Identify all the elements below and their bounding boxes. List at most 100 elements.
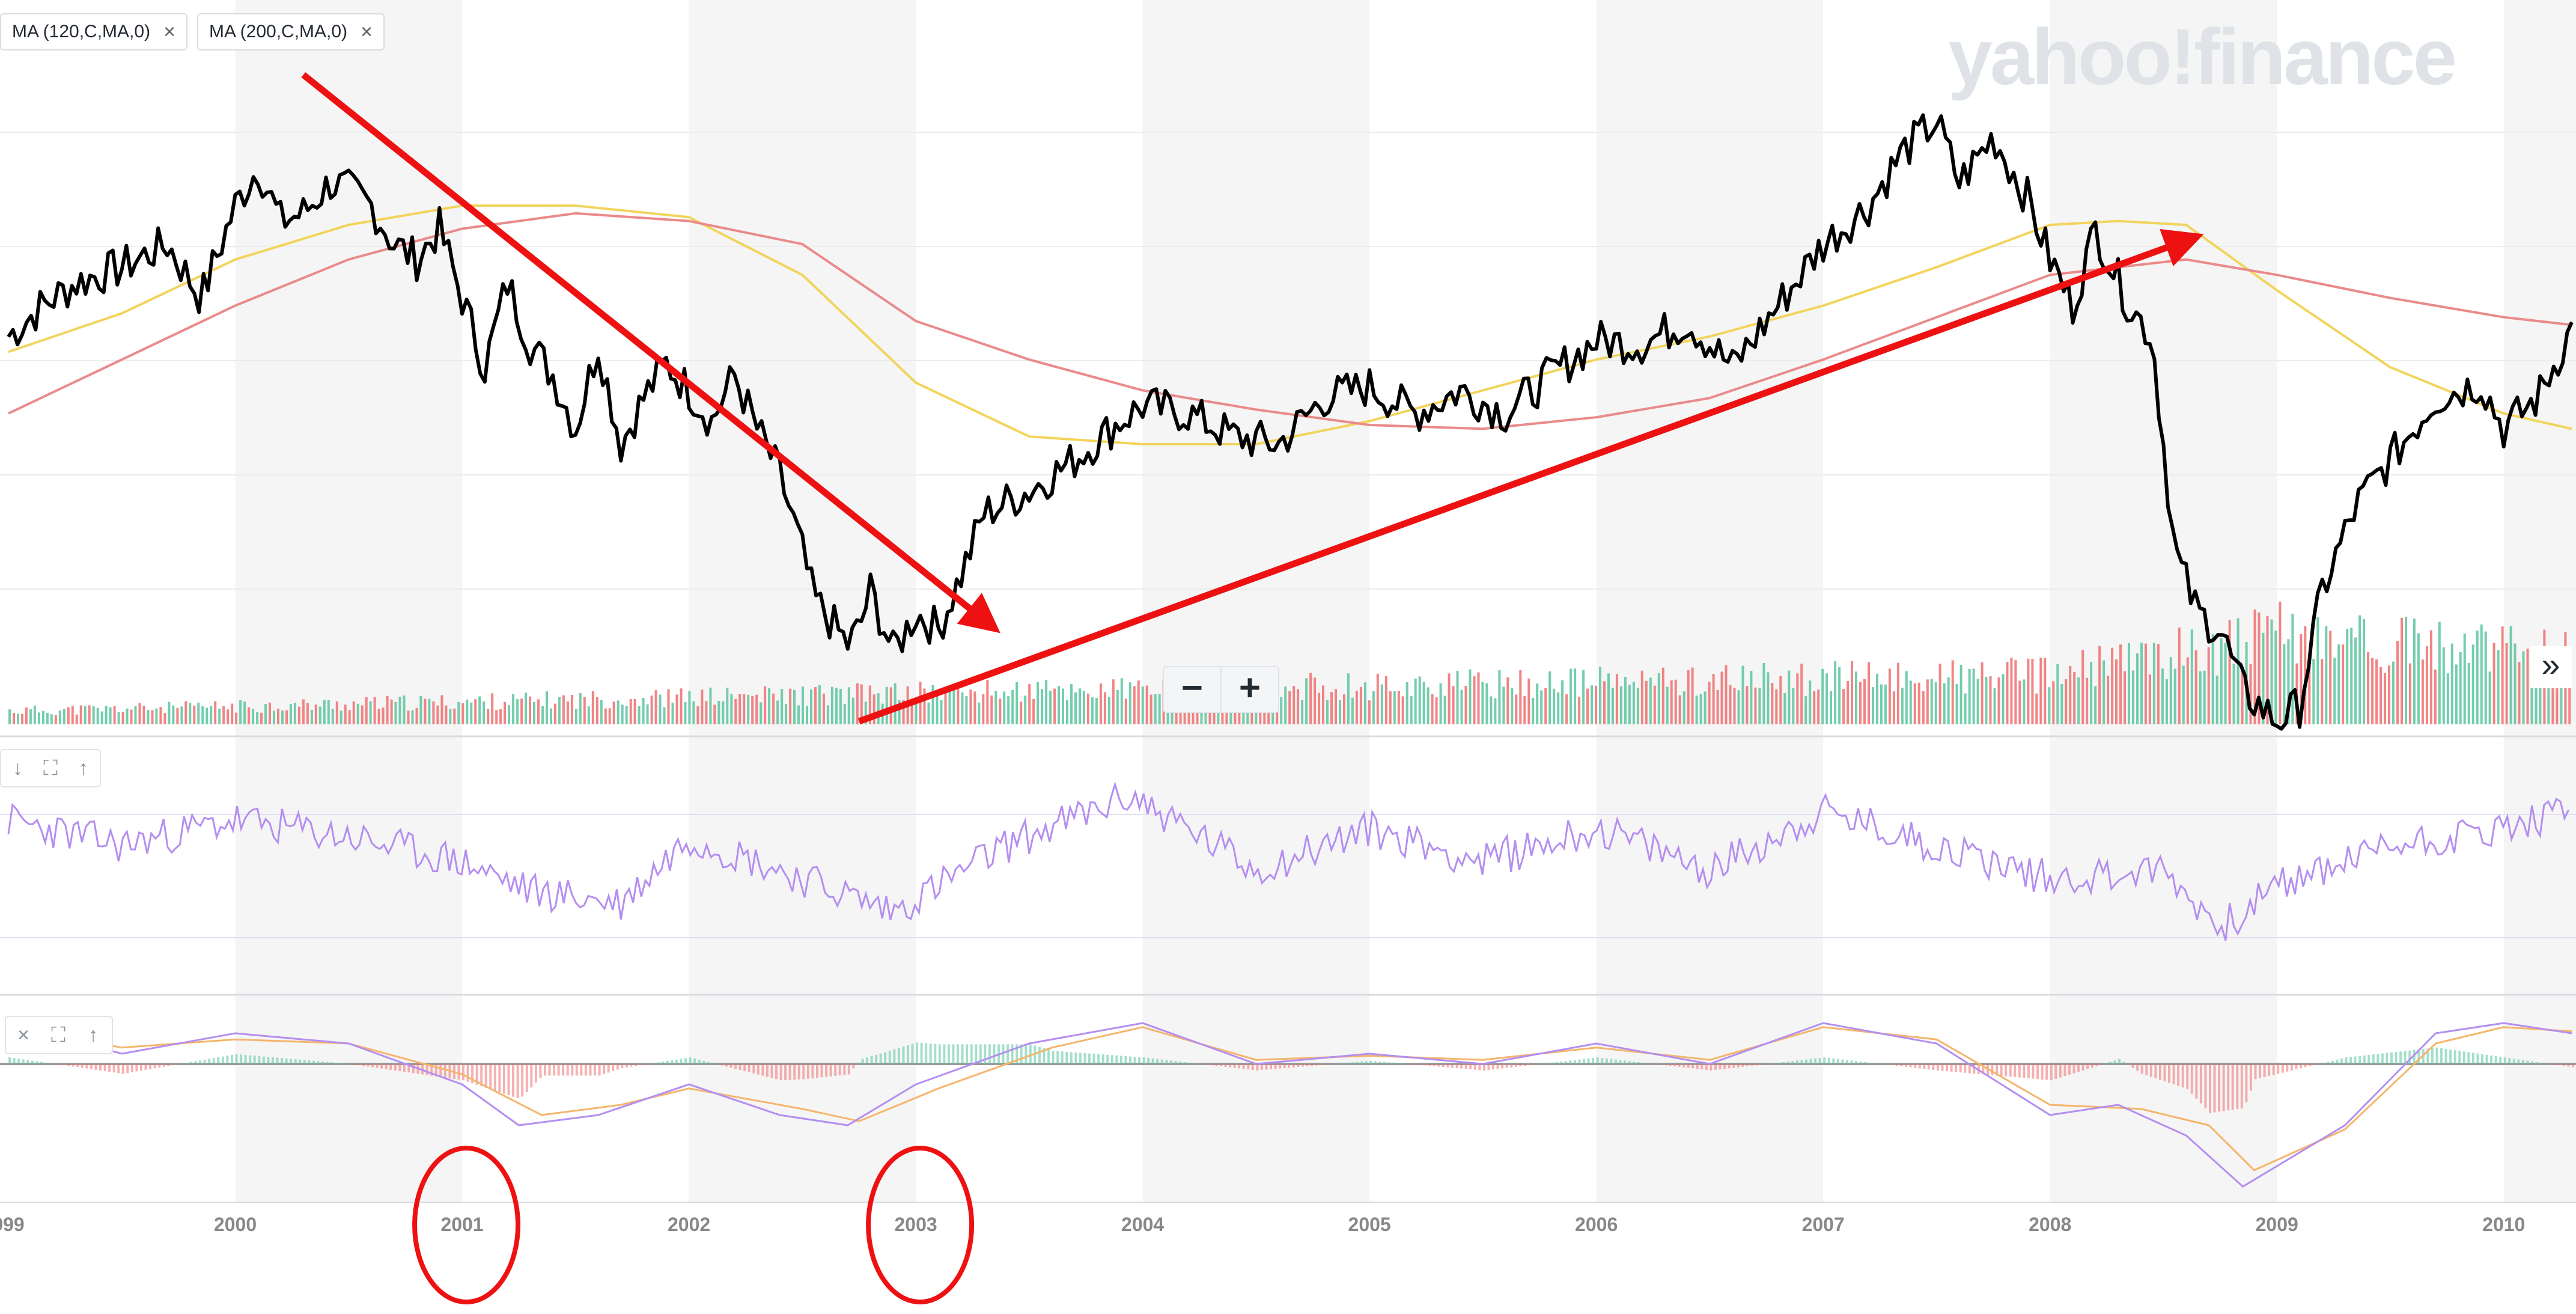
volume-bar	[1481, 682, 1484, 724]
macd-histogram-bar	[2495, 1056, 2497, 1064]
macd-histogram-bar	[1896, 1064, 1898, 1066]
macd-histogram-bar	[371, 1064, 374, 1067]
volume-bar	[764, 686, 766, 724]
volume-bar	[2527, 649, 2529, 724]
maximize-icon[interactable]: ⛶	[34, 757, 67, 780]
macd-histogram-bar	[2245, 1064, 2247, 1102]
macd-histogram-bar	[358, 1064, 360, 1065]
volume-bar	[688, 691, 690, 724]
volume-bar	[1523, 696, 1526, 724]
ma120-chip[interactable]: MA (120,C,MA,0) ×	[0, 13, 187, 50]
volume-bar	[2409, 664, 2411, 724]
year-band	[236, 0, 463, 1202]
volume-bar	[1771, 683, 1773, 724]
volume-bar	[1708, 682, 1711, 724]
macd-histogram-bar	[2136, 1064, 2139, 1071]
macd-histogram-bar	[2168, 1064, 2170, 1083]
volume-bar	[378, 709, 380, 724]
macd-histogram-bar	[1056, 1051, 1059, 1064]
volume-bar	[663, 707, 666, 725]
volume-bar	[541, 706, 544, 725]
move-up-icon[interactable]: ↑	[67, 757, 100, 780]
ma200-chip[interactable]: MA (200,C,MA,0) ×	[197, 13, 385, 50]
maximize-icon[interactable]: ⛶	[41, 1024, 76, 1047]
macd-histogram-bar	[2095, 1064, 2098, 1066]
macd-histogram-bar	[1569, 1060, 1571, 1064]
volume-bar	[785, 704, 787, 724]
macd-histogram-bar	[698, 1060, 701, 1064]
close-icon[interactable]: ×	[6, 1024, 41, 1047]
volume-bar	[567, 701, 569, 724]
volume-bar	[1364, 682, 1366, 724]
volume-bar	[1838, 667, 1841, 724]
macd-histogram-bar	[716, 1064, 719, 1065]
macd-histogram-bar	[1601, 1058, 1603, 1064]
macd-histogram-bar	[793, 1064, 796, 1080]
macd-histogram-bar	[1819, 1058, 1821, 1064]
volume-bar	[990, 695, 993, 724]
volume-bar	[1402, 696, 1404, 724]
macd-histogram-bar	[467, 1064, 469, 1082]
macd-histogram-bar	[1574, 1060, 1576, 1065]
zoom-in-button[interactable]: +	[1220, 667, 1278, 712]
macd-histogram-bar	[839, 1064, 841, 1075]
volume-bar	[1427, 688, 1430, 725]
macd-histogram-bar	[2255, 1064, 2257, 1079]
volume-bar	[1574, 668, 1576, 724]
macd-histogram-bar	[517, 1064, 519, 1098]
volume-bar	[609, 708, 611, 724]
volume-bar	[323, 700, 326, 724]
volume-bar	[1591, 685, 1593, 724]
macd-histogram-bar	[848, 1064, 850, 1074]
macd-histogram-bar	[707, 1062, 710, 1064]
macd-histogram-bar	[1097, 1054, 1100, 1064]
macd-histogram-bar	[1283, 1064, 1286, 1068]
macd-histogram-bar	[195, 1061, 197, 1064]
volume-bar	[252, 709, 254, 724]
macd-histogram-bar	[702, 1061, 705, 1064]
macd-histogram-bar	[394, 1064, 397, 1071]
zoom-out-button[interactable]: −	[1164, 667, 1220, 712]
macd-histogram-bar	[376, 1064, 379, 1068]
macd-histogram-bar	[1102, 1054, 1104, 1064]
volume-bar	[2430, 631, 2432, 725]
volume-bar	[1905, 671, 1908, 724]
volume-bar	[2103, 661, 2105, 724]
volume-bar	[1066, 700, 1068, 724]
volume-bar	[949, 691, 951, 724]
move-up-icon[interactable]: ↑	[76, 1024, 111, 1047]
volume-bar	[2136, 653, 2139, 724]
volume-bar	[445, 706, 447, 724]
macd-histogram-bar	[2486, 1055, 2488, 1064]
macd-histogram-bar	[2032, 1064, 2035, 1079]
volume-bar	[1137, 680, 1140, 724]
volume-bar	[1897, 663, 1899, 724]
volume-bar	[1553, 689, 1555, 724]
close-icon[interactable]: ×	[361, 20, 373, 44]
volume-bar	[2069, 666, 2071, 724]
volume-bar	[143, 706, 145, 724]
volume-bar	[533, 702, 535, 724]
macd-histogram-bar	[1501, 1064, 1503, 1068]
volume-bar	[2468, 663, 2470, 724]
volume-bar	[1809, 680, 1811, 724]
close-icon[interactable]: ×	[163, 20, 175, 44]
volume-bar	[457, 702, 460, 724]
x-tick-label: 2004	[1121, 1214, 1164, 1235]
annotation-arrow	[859, 236, 2197, 721]
volume-bar	[1935, 682, 1937, 724]
move-down-icon[interactable]: ↓	[1, 757, 34, 780]
volume-bar	[189, 703, 191, 724]
volume-bar	[1322, 686, 1324, 725]
volume-bar	[969, 689, 972, 724]
macd-histogram-bar	[2313, 1064, 2316, 1065]
volume-bar	[2149, 674, 2151, 724]
macd-histogram-bar	[1065, 1052, 1068, 1064]
macd-histogram-bar	[852, 1064, 854, 1069]
expand-chart-button[interactable]: »	[2530, 646, 2572, 688]
macd-histogram-bar	[294, 1059, 297, 1064]
macd-histogram-bar	[2259, 1064, 2261, 1078]
volume-bar	[2145, 644, 2147, 724]
volume-bar	[1994, 688, 1996, 724]
volume-bar	[1620, 686, 1622, 724]
